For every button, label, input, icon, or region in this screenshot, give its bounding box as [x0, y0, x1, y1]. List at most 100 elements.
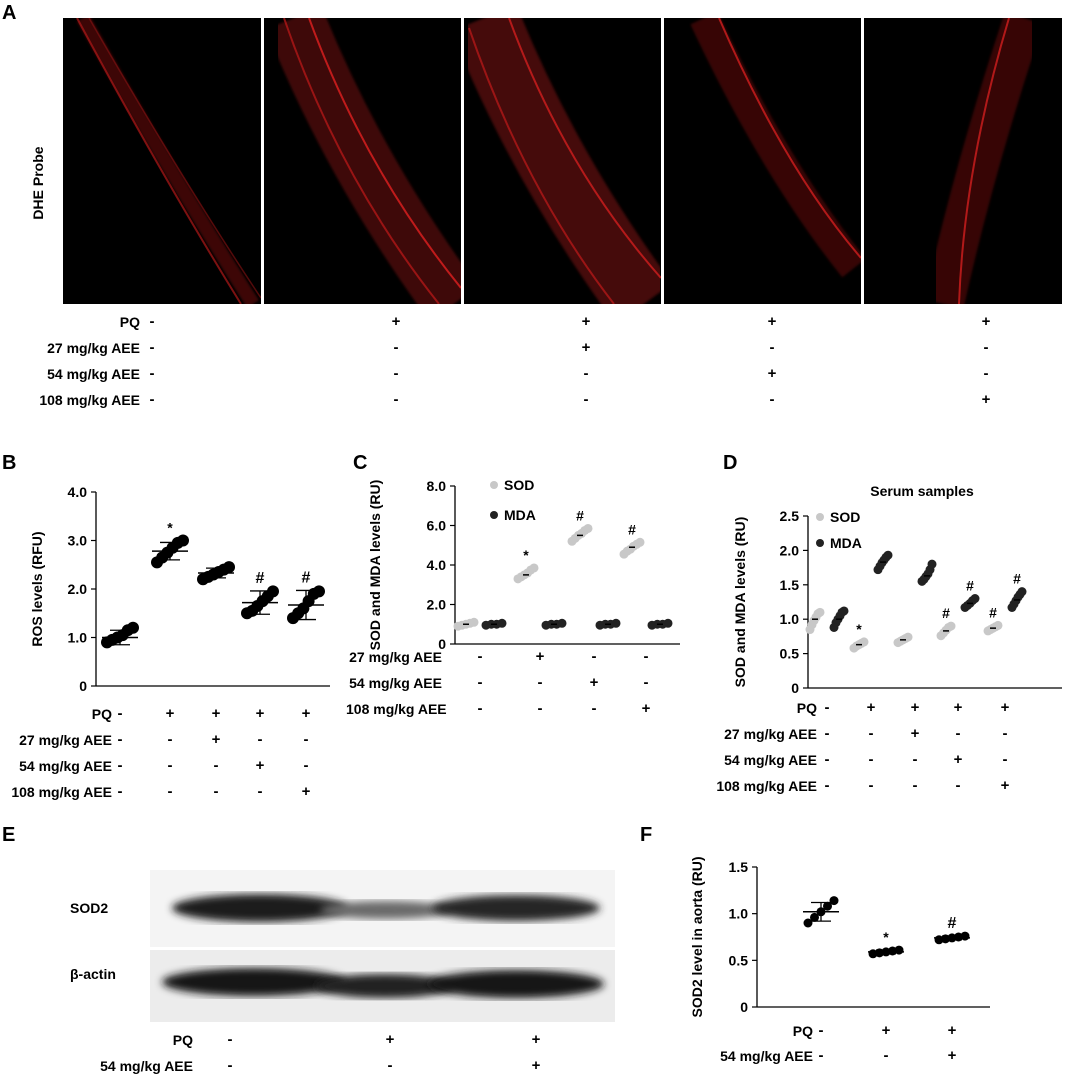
panel_f-sign: - [818, 1047, 824, 1064]
y-tick-label: 1.0 [729, 906, 749, 922]
y-tick-label: 0 [438, 636, 446, 652]
micrograph-5 [864, 18, 1062, 304]
panel_b-sign: - [303, 757, 309, 774]
legend-marker [490, 511, 498, 519]
panel_a-row-label: 54 mg/kg AEE [47, 366, 140, 382]
panel-f-letter: F [640, 824, 653, 846]
panel_b-row-label: 108 mg/kg AEE [11, 784, 112, 800]
western-blot-sod2-svg [172, 894, 600, 922]
y-tick-label: 2.0 [427, 597, 447, 613]
panel_d-sign: + [910, 699, 920, 716]
panel-e-letter: E [2, 824, 16, 846]
panel-d-letter: D [723, 452, 738, 474]
panel_d-sign: + [1000, 699, 1010, 716]
panel_a-sign: + [391, 313, 401, 330]
y-tick-label: 0.5 [780, 646, 800, 662]
significance-mark: # [256, 570, 265, 587]
mda-point [970, 594, 980, 604]
micrograph-5-svg [924, 18, 1043, 304]
panel_c-sign: - [477, 648, 483, 665]
mda-point [883, 550, 893, 560]
panel_b-sign: - [167, 757, 173, 774]
micrograph-3 [464, 18, 661, 304]
y-tick-label: 0 [740, 999, 748, 1015]
micrograph-4-svg [690, 18, 861, 278]
panel_a-sign: - [393, 365, 399, 382]
panel_a-sign: - [769, 391, 775, 408]
panel_c-sign: - [643, 674, 649, 691]
y-tick-label: 2.0 [780, 542, 800, 558]
western-blot-beta-actin [150, 950, 615, 1022]
panel_c-sign: - [477, 700, 483, 717]
panel_c-sign: - [643, 648, 649, 665]
panel_a-row-label: 27 mg/kg AEE [47, 340, 140, 356]
panel_b-sign: - [117, 705, 123, 722]
micrograph-1-svg [76, 18, 261, 304]
panel_b-sign: - [257, 731, 263, 748]
panel_b-sign: - [213, 757, 219, 774]
panel_d-sign: - [868, 751, 874, 768]
panel_d-sign: + [953, 699, 963, 716]
legend-marker [816, 513, 824, 521]
chart-f: 0 0.5 1.0 1.5 SOD2 level in aorta (RU) * # [689, 856, 990, 1018]
sod-point [583, 523, 593, 533]
band-label-beta-actin: β-actin [70, 966, 116, 982]
panel_c-sign: - [591, 648, 597, 665]
sod-point [469, 617, 479, 627]
panel_f-sign: - [883, 1047, 889, 1064]
panel_a-row-label: PQ [119, 314, 140, 330]
micrograph-2-svg [266, 18, 461, 304]
band-label-sod2: SOD2 [70, 900, 109, 916]
panel_c-sign: - [537, 700, 543, 717]
y-tick-label: 1.0 [68, 630, 88, 646]
panel_a-sign: - [393, 391, 399, 408]
panel_e-sign: - [227, 1057, 233, 1074]
significance-mark: # [628, 521, 636, 537]
panel_d-sign: - [824, 777, 830, 794]
panel_a-sign: - [393, 339, 399, 356]
panel_b-sign: - [167, 731, 173, 748]
mda-point [927, 559, 937, 569]
panel_b-sign: + [211, 705, 221, 722]
data-point [810, 912, 819, 922]
data-point [223, 561, 235, 574]
panel_b-sign: + [255, 757, 265, 774]
panel_e-sign: - [387, 1057, 393, 1074]
data-point [127, 621, 139, 634]
panel_c-row-label: 27 mg/kg AEE [349, 649, 442, 665]
panel_a-sign: - [983, 365, 989, 382]
legend-marker [816, 539, 824, 547]
panel_d-sign: - [955, 777, 961, 794]
panel_e-sign: - [227, 1031, 233, 1048]
y-tick-label: 2.5 [780, 508, 800, 524]
panel_b-sign: + [255, 705, 265, 722]
panel-a-letter: A [2, 2, 17, 24]
panel_a-sign: - [983, 339, 989, 356]
panel_d-sign: - [1002, 751, 1008, 768]
mda-point [663, 618, 673, 628]
panel_d-sign: - [824, 725, 830, 742]
data-point [829, 896, 839, 906]
panel_e-sign: + [531, 1031, 541, 1048]
panel_a-sign: - [149, 365, 155, 382]
panel_f-sign: + [947, 1047, 957, 1064]
data-point [823, 901, 832, 911]
data-point [267, 585, 279, 598]
panel_e-sign: + [531, 1057, 541, 1074]
sod-point [635, 537, 645, 547]
significance-mark: # [989, 604, 997, 620]
panel_d-row-label: PQ [796, 700, 817, 716]
panel_d-sign: + [910, 725, 920, 742]
panel_b-sign: - [213, 783, 219, 800]
panel_b-sign: - [257, 783, 263, 800]
y-tick-label: 0 [791, 680, 799, 696]
chart-d: Serum samples 0 0.5 1.0 1.5 2.0 2.5 SOD and MDA… [732, 483, 1062, 696]
western-blot-sod2 [150, 870, 615, 947]
significance-mark: # [966, 578, 974, 594]
y-tick-label: 1.5 [780, 577, 800, 593]
legend-label: SOD [830, 509, 860, 525]
panel_d-sign: - [868, 725, 874, 742]
y-tick-label: 0.5 [729, 952, 749, 968]
panel_d-row-label: 27 mg/kg AEE [724, 726, 817, 742]
panel_a-sign: - [149, 313, 155, 330]
